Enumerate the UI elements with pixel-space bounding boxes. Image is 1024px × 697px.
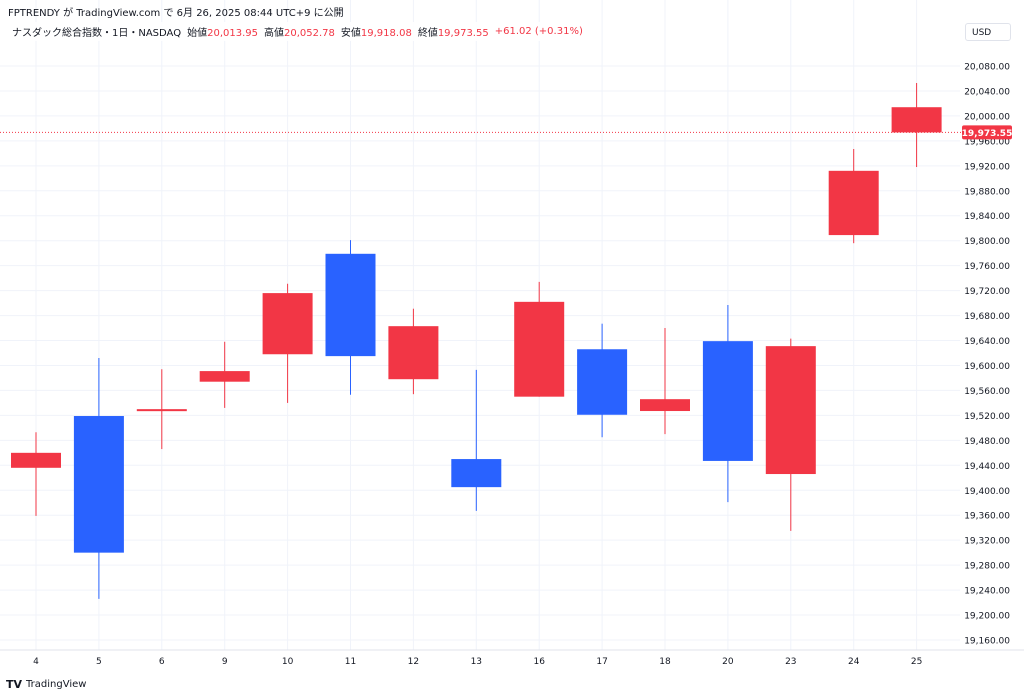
- y-tick-label: 19,880.00: [964, 187, 1010, 197]
- candle-body: [388, 326, 439, 380]
- y-tick-label: 19,840.00: [964, 212, 1010, 222]
- tradingview-logo-icon[interactable]: TV: [6, 678, 23, 691]
- x-tick-label: 25: [911, 657, 922, 667]
- x-tick-label: 6: [159, 657, 165, 667]
- y-tick-label: 20,040.00: [964, 87, 1010, 97]
- x-tick-label: 18: [659, 657, 671, 667]
- y-tick-label: 19,680.00: [964, 312, 1010, 322]
- y-tick-label: 19,640.00: [964, 337, 1010, 347]
- y-tick-label: 20,080.00: [964, 63, 1010, 73]
- low-value: 19,918.08: [360, 28, 412, 39]
- open-value: 20,013.95: [207, 28, 258, 39]
- y-tick-label: 19,960.00: [964, 137, 1010, 147]
- y-tick-label: 19,760.00: [964, 262, 1010, 272]
- candle-body: [891, 107, 942, 133]
- candle-body: [514, 301, 565, 397]
- y-tick-label: 19,360.00: [964, 512, 1010, 522]
- candle-body: [451, 459, 502, 488]
- last-price-badge: [962, 125, 1012, 140]
- y-tick-label: 19,280.00: [964, 562, 1010, 572]
- footer: TV TradingView: [6, 678, 86, 691]
- last-price-label: 19,973.55: [962, 129, 1013, 139]
- currency-button[interactable]: USD: [965, 23, 1011, 41]
- x-tick-label: 24: [848, 657, 860, 667]
- y-tick-label: 19,800.00: [964, 237, 1010, 247]
- y-tick-label: 19,160.00: [964, 637, 1010, 647]
- candle-body: [325, 253, 376, 357]
- change-value: +61.02 (+0.31%): [494, 26, 583, 37]
- brand-label[interactable]: TradingView: [26, 679, 87, 690]
- y-tick-label: 19,480.00: [964, 437, 1010, 447]
- y-tick-label: 19,400.00: [964, 487, 1010, 497]
- x-tick-label: 11: [345, 657, 356, 667]
- x-tick-label: 23: [785, 657, 796, 667]
- y-tick-label: 19,200.00: [964, 612, 1010, 622]
- candle-body: [640, 399, 690, 412]
- low-label: 安値: [340, 28, 361, 39]
- x-tick-label: 20: [722, 657, 734, 667]
- x-tick-label: 13: [471, 657, 482, 667]
- symbol-label[interactable]: ナスダック総合指数・1日・NASDAQ: [12, 28, 182, 39]
- x-tick-label: 17: [596, 657, 607, 667]
- y-tick-label: 19,920.00: [964, 162, 1010, 172]
- y-tick-label: 19,320.00: [964, 537, 1010, 547]
- candle-body: [702, 341, 753, 461]
- x-tick-label: 5: [96, 657, 102, 667]
- candle-body: [577, 349, 628, 415]
- candle-body: [73, 416, 124, 553]
- high-label: 高値: [264, 28, 284, 39]
- candle-body: [828, 170, 879, 236]
- candle-body: [765, 346, 816, 475]
- candle-body: [199, 371, 250, 382]
- candle-body: [262, 293, 313, 355]
- y-tick-label: 19,720.00: [964, 287, 1010, 297]
- y-tick-label: 19,440.00: [964, 462, 1010, 472]
- published-info: FPTRENDY が TradingView.com で 6月 26, 2025…: [8, 8, 344, 19]
- candle-body: [11, 452, 61, 468]
- y-tick-label: 19,240.00: [964, 587, 1010, 597]
- open-label: 始値: [187, 28, 208, 39]
- y-tick-label: 19,560.00: [964, 387, 1010, 397]
- x-tick-label: 16: [533, 657, 545, 667]
- close-value: 19,973.55: [437, 28, 489, 39]
- y-tick-label: 19,600.00: [964, 362, 1010, 372]
- x-tick-label: 9: [222, 657, 228, 667]
- y-tick-label: 20,000.00: [964, 112, 1010, 122]
- high-value: 20,052.78: [284, 28, 335, 39]
- x-tick-label: 4: [33, 657, 39, 667]
- ohlc-legend: ナスダック総合指数・1日・NASDAQ 始値20,013.95 高値20,052…: [8, 22, 587, 41]
- y-tick-label: 19,520.00: [964, 412, 1010, 422]
- candle-body: [136, 409, 187, 412]
- x-tick-label: 12: [408, 657, 419, 667]
- x-tick-label: 10: [282, 657, 294, 667]
- close-label: 終値: [417, 28, 438, 39]
